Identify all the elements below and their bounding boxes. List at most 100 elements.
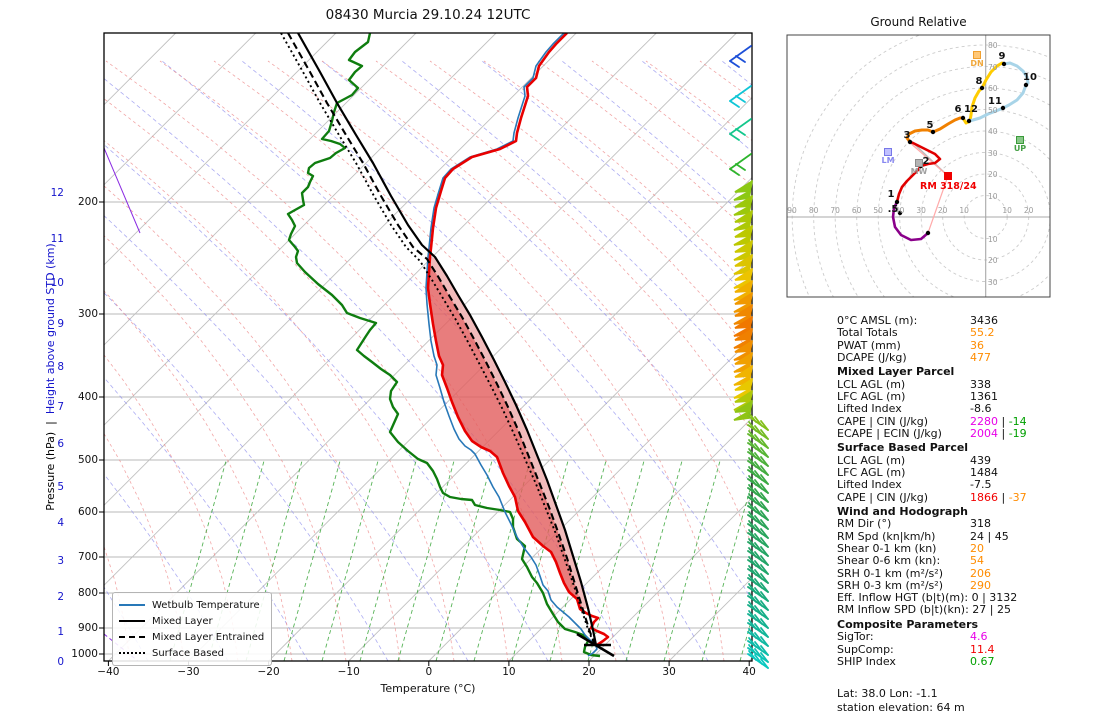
hodograph-marker-up [1016, 136, 1024, 144]
panel-row-label: SRH 0-1 km (m²/s²) [837, 566, 943, 580]
hodograph-y-tick-label: 20 [988, 170, 998, 179]
panel-row-value: 439 [970, 453, 991, 467]
pressure-tick-label: 400 [77, 391, 98, 403]
panel-row-label: Lifted Index [837, 478, 902, 492]
panel-row-value: 55.2 [970, 326, 995, 340]
panel-row-label: RM Inflow SPD (b|t)(kn): [837, 603, 973, 617]
hodograph-y-tick-label: 40 [988, 127, 998, 136]
panel-row-value: 0.67 [970, 654, 995, 668]
hodograph-y-tick-label: 80 [988, 41, 998, 50]
height-tick-label: 1 [57, 626, 64, 638]
panel-row-value: -8.6 [970, 402, 992, 416]
legend-item-label: Mixed Layer [152, 615, 213, 627]
hodograph-trace-orange [905, 116, 965, 144]
panel-row-value: 1361 [970, 389, 998, 403]
panel-row: SRH 0-3 km (m²/s²) 290 [837, 578, 1089, 592]
hodograph-y-tick-label: 10 [988, 234, 998, 244]
panel-section-header: Surface Based Parcel [837, 441, 969, 455]
hodograph-marker-dn [973, 51, 981, 59]
hodograph-y-tick-label: 30 [988, 277, 998, 287]
hodograph-height-label: 2 [922, 156, 930, 167]
panel-row: LCL AGL (m) 439 [837, 453, 1089, 467]
hodograph-marker-mw [915, 159, 923, 167]
hodograph-x-tick-label: 70 [830, 206, 840, 215]
hodograph-marker-label-up: UP [1013, 144, 1027, 153]
legend-line-sample [119, 636, 145, 638]
hodograph-x-tick-label: 20 [937, 206, 948, 215]
hodograph-x-tick-label: 90 [787, 206, 797, 215]
hodograph-marker-label-dn: DN [970, 59, 984, 68]
hodograph-marker-lm [884, 148, 892, 156]
panel-row: LCL AGL (m) 338 [837, 378, 1089, 391]
hodograph-x-tick-label: 50 [873, 206, 883, 215]
temperature-tick-label: −30 [177, 666, 200, 678]
surface-based-parcel-curve [280, 33, 596, 646]
panel-row: Shear 0-6 km (kn): 54 [837, 555, 1089, 567]
panel-row: SigTor: 4.6 [837, 631, 1089, 643]
height-tick-label: 5 [57, 481, 64, 493]
hodograph-y-tick-label: 20 [988, 256, 998, 265]
panel-row-label: DCAPE (J/kg) [837, 350, 907, 364]
panel-row-value: 477 [970, 350, 991, 364]
temperature-tick-label: 0 [425, 666, 433, 678]
temperature-tick-label: 20 [582, 666, 596, 678]
panel-row-label: PWAT (mm) [837, 338, 901, 352]
hodograph-height-label: 10 [1023, 72, 1037, 83]
hodograph-trace-red [895, 140, 942, 204]
hodograph-height-label: .5 [887, 204, 899, 215]
height-tick-label: 7 [57, 401, 64, 413]
panel-row-label: CAPE | CIN (J/kg) [837, 414, 929, 428]
panel-row-value: 36 [970, 338, 984, 352]
hodograph-height-label: 6 [954, 104, 962, 115]
hodograph-title: Ground Relative [870, 15, 967, 29]
panel-row: Lifted Index -8.6 [837, 403, 1089, 415]
temperature-tick-label: 30 [662, 666, 676, 678]
panel-row: RM Inflow SPD (b|t)(kn): 27 | 25 [837, 604, 1089, 616]
panel-row-value: 3436 [970, 314, 998, 327]
height-tick-label: 3 [57, 555, 64, 567]
height-tick-label: 0 [57, 656, 64, 668]
panel-row-value: 11.4 [970, 642, 995, 656]
hodograph-y-tick-label: 30 [988, 148, 998, 158]
panel-row: DCAPE (J/kg) 477 [837, 350, 1089, 364]
hodograph-x-tick-label: 60 [851, 206, 862, 215]
hodograph-height-label: 12 [964, 104, 978, 115]
panel-row-label: LFC AGL (m) [837, 465, 906, 479]
hodograph-height-label: 11 [988, 96, 1002, 107]
legend-line-sample [119, 604, 145, 606]
temperature-tick-label: −10 [337, 666, 360, 678]
hodograph-x-tick-label: 20 [1023, 206, 1034, 215]
panel-section-header: Mixed Layer Parcel [837, 365, 955, 379]
panel-row-value: 206 [970, 566, 991, 580]
hodograph-y-tick-label: 50 [988, 105, 998, 115]
panel-row-value: 1484 [970, 465, 998, 479]
height-tick-label: 6 [57, 438, 64, 450]
panel-row-label: SHIP Index [837, 654, 896, 668]
cape-fill [427, 257, 586, 613]
panel-row-value: 24 | 45 [970, 529, 1009, 543]
skewt-frame [103, 32, 753, 662]
x-axis-title: Temperature (°C) [380, 682, 476, 695]
hodograph-y-tick-label: 10 [988, 191, 998, 201]
hodograph-height-label: 8 [975, 76, 983, 87]
pressure-tick-label: 200 [77, 196, 98, 208]
panel-row-value: 54 [970, 554, 984, 568]
temperature-curve [426, 33, 610, 647]
temperature-tick-label: −40 [97, 666, 120, 678]
panel-row-label: RM Spd (kn|km/h) [837, 529, 936, 543]
hodograph-y-tick-label: 60 [988, 84, 998, 93]
hodograph-x-tick-label: 30 [916, 206, 926, 215]
y-axis-separator: | [44, 414, 57, 432]
panel-row-label: SigTor: [837, 630, 874, 644]
legend-item: Surface Based [119, 645, 265, 661]
temperature-tick-label: 10 [502, 666, 516, 678]
legend-item-label: Wetbulb Temperature [152, 599, 260, 611]
panel-row-label: SRH 0-3 km (m²/s²) [837, 578, 943, 592]
panel-row-value: 318 [970, 517, 991, 531]
dewpoint-curve [286, 33, 601, 658]
panel-row-label: Shear 0-1 km (kn) [837, 541, 937, 555]
panel-row: Shear 0-1 km (kn) 20 [837, 541, 1089, 555]
station-elevation: station elevation: 64 m [837, 701, 965, 714]
